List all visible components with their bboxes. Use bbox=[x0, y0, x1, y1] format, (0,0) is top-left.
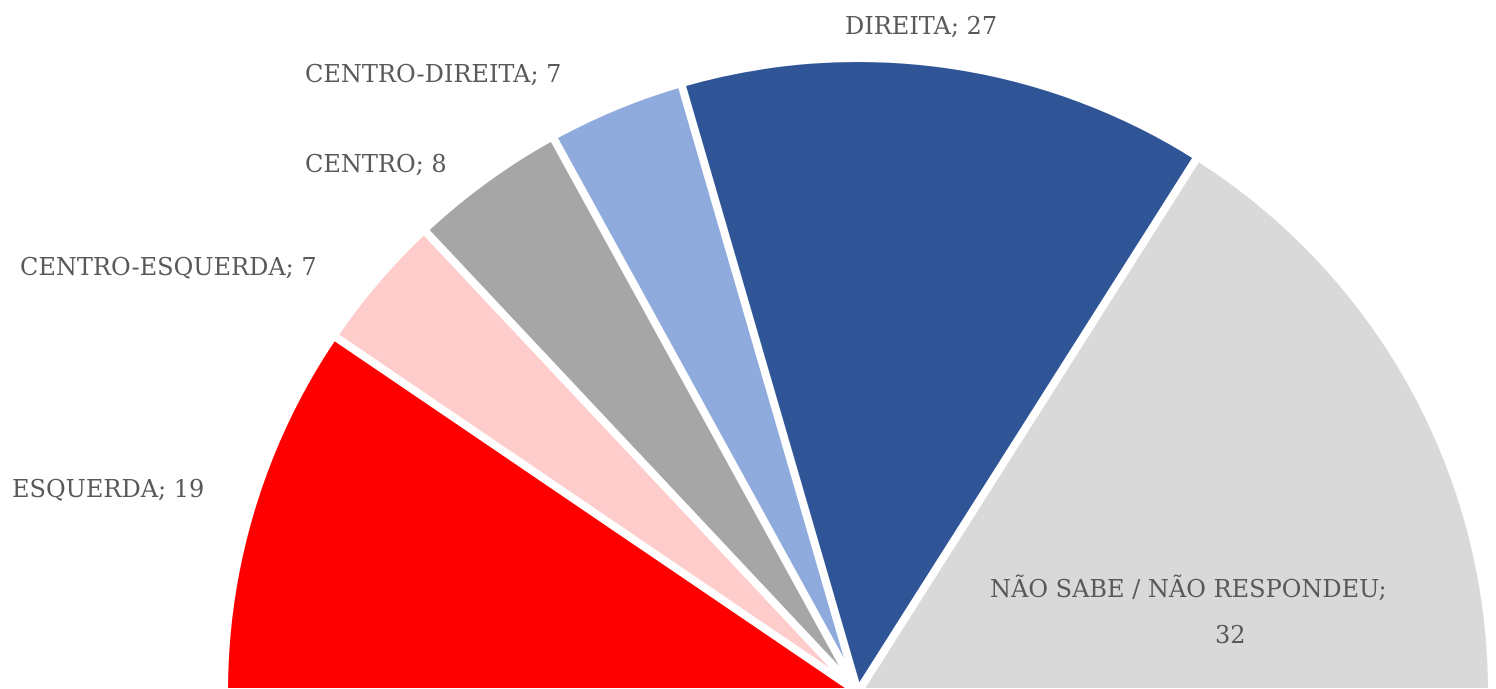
label-category: ESQUERDA bbox=[12, 475, 159, 503]
label-separator: ; bbox=[286, 253, 302, 281]
data-label: DIREITA; 27 bbox=[845, 12, 997, 40]
label-category: CENTRO bbox=[305, 150, 416, 178]
label-category: CENTRO-ESQUERDA bbox=[20, 253, 286, 281]
label-value: 7 bbox=[301, 253, 316, 281]
data-label: CENTRO-DIREITA; 7 bbox=[305, 60, 561, 88]
label-value: 27 bbox=[967, 12, 998, 40]
label-value: 19 bbox=[174, 475, 205, 503]
slice bbox=[220, 331, 861, 689]
label-separator: ; bbox=[416, 150, 432, 178]
label-separator: ; bbox=[530, 60, 546, 88]
data-label: CENTRO-ESQUERDA; 7 bbox=[20, 253, 317, 281]
slice bbox=[855, 152, 1496, 689]
label-separator: ; bbox=[1379, 575, 1395, 603]
label-value: 7 bbox=[546, 60, 561, 88]
label-separator: ; bbox=[951, 12, 967, 40]
label-category: DIREITA bbox=[845, 12, 951, 40]
slice bbox=[677, 54, 1202, 689]
data-label: ESQUERDA; 19 bbox=[12, 475, 204, 503]
label-value: 32 bbox=[1215, 621, 1246, 649]
label-category: NÃO SABE / NÃO RESPONDEU bbox=[990, 574, 1379, 603]
label-category: CENTRO-DIREITA bbox=[305, 60, 531, 88]
data-label: NÃO SABE / NÃO RESPONDEU; 32 bbox=[990, 574, 1394, 649]
data-label: CENTRO; 8 bbox=[305, 150, 447, 178]
label-separator: ; bbox=[158, 475, 174, 503]
label-value: 8 bbox=[431, 150, 446, 178]
